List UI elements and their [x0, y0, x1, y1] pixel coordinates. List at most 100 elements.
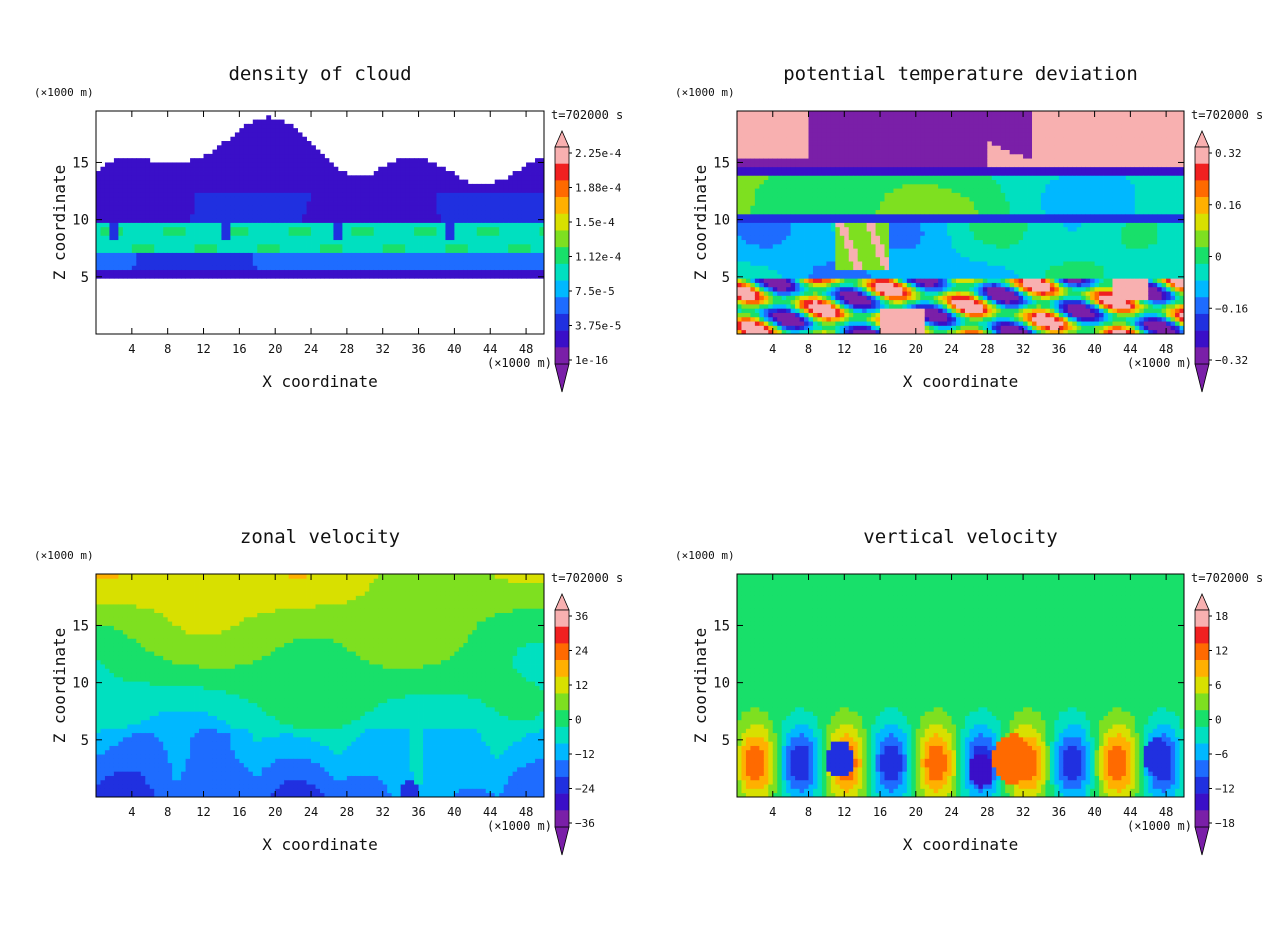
field-cell: [172, 240, 177, 245]
field-cell: [275, 158, 280, 163]
field-cell: [750, 308, 755, 313]
field-cell: [911, 227, 916, 232]
field-cell: [804, 317, 809, 322]
field-cell: [804, 154, 809, 159]
field-cell: [199, 171, 204, 176]
field-cell: [495, 192, 500, 197]
field-cell: [338, 270, 343, 275]
field-cell: [759, 210, 764, 215]
field-cell: [100, 257, 105, 262]
field-cell: [759, 223, 764, 228]
field-cell: [132, 171, 137, 176]
field-cell: [217, 253, 222, 258]
field-cell: [826, 231, 831, 236]
field-cell: [809, 150, 814, 155]
field-cell: [517, 171, 522, 176]
field-cell: [159, 171, 164, 176]
field-cell: [490, 210, 495, 215]
field-cell: [741, 184, 746, 189]
field-cell: [826, 257, 831, 262]
field-cell: [844, 162, 849, 167]
field-cell: [750, 205, 755, 210]
field-cell: [436, 175, 441, 180]
field-cell: [741, 167, 746, 172]
field-cell: [813, 321, 818, 326]
field-cell: [387, 240, 392, 245]
field-cell: [365, 188, 370, 193]
field-cell: [428, 270, 433, 275]
field-cell: [262, 120, 267, 125]
field-cell: [898, 188, 903, 193]
field-cell: [531, 192, 536, 197]
field-cell: [159, 274, 164, 279]
field-cell: [750, 270, 755, 275]
field-cell: [773, 128, 778, 133]
field-cell: [755, 325, 760, 330]
field-cell: [463, 244, 468, 249]
field-cell: [499, 184, 504, 189]
field-cell: [889, 308, 894, 313]
field-cell: [831, 317, 836, 322]
field-cell: [804, 278, 809, 283]
colorbar-segment: [555, 347, 569, 364]
field-cell: [880, 201, 885, 206]
field-cell: [450, 214, 455, 219]
field-cell: [298, 201, 303, 206]
field-cell: [217, 188, 222, 193]
field-cell: [876, 128, 881, 133]
field-cell: [410, 175, 415, 180]
field-cell: [898, 145, 903, 150]
field-cell: [867, 175, 872, 180]
field-cell: [302, 223, 307, 228]
field-cell: [114, 244, 119, 249]
y-tick-label: 15: [72, 155, 89, 171]
field-cell: [858, 308, 863, 313]
field-cell: [351, 244, 356, 249]
field-cell: [311, 240, 316, 245]
field-cell: [835, 304, 840, 309]
field-cell: [324, 248, 329, 253]
field-cell: [369, 175, 374, 180]
field-cell: [844, 227, 849, 232]
field-cell: [858, 313, 863, 318]
field-cell: [360, 248, 365, 253]
field-cell: [177, 192, 182, 197]
field-cell: [907, 300, 912, 305]
field-cell: [168, 214, 173, 219]
field-cell: [141, 175, 146, 180]
field-cell: [907, 180, 912, 185]
field-cell: [351, 188, 356, 193]
field-cell: [871, 162, 876, 167]
field-cell: [755, 214, 760, 219]
field-cell: [741, 313, 746, 318]
field-cell: [809, 210, 814, 215]
field-cell: [481, 244, 486, 249]
field-cell: [737, 111, 742, 116]
field-cell: [414, 171, 419, 176]
field-cell: [463, 253, 468, 258]
field-cell: [132, 218, 137, 223]
field-cell: [773, 201, 778, 206]
field-cell: [755, 197, 760, 202]
field-cell: [445, 197, 450, 202]
field-cell: [123, 188, 128, 193]
field-cell: [853, 278, 858, 283]
field-cell: [867, 317, 872, 322]
field-cell: [791, 261, 796, 266]
field-cell: [324, 158, 329, 163]
field-cell: [127, 210, 132, 215]
field-cell: [768, 321, 773, 326]
field-cell: [141, 223, 146, 228]
field-cell: [271, 240, 276, 245]
field-cell: [450, 274, 455, 279]
field-cell: [849, 223, 854, 228]
field-cell: [526, 265, 531, 270]
field-cell: [898, 167, 903, 172]
field-cell: [809, 180, 814, 185]
field-cell: [759, 283, 764, 288]
field-cell: [809, 274, 814, 279]
field-cell: [871, 154, 876, 159]
field-cell: [266, 145, 271, 150]
field-cell: [190, 240, 195, 245]
field-cell: [885, 317, 890, 322]
